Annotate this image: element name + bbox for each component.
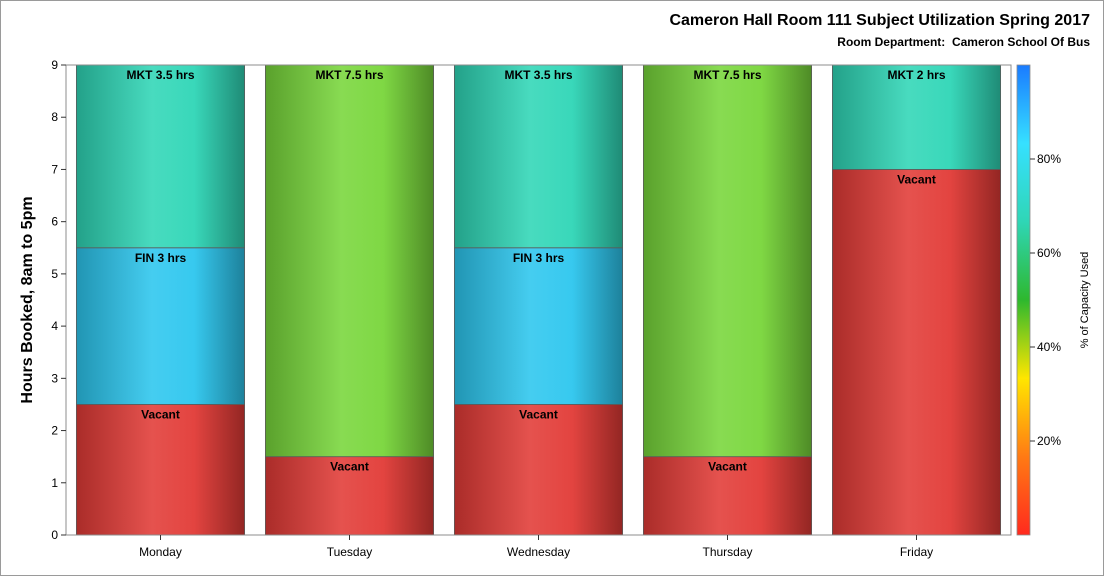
x-tick-label: Monday (139, 545, 182, 559)
colorbar-tick-label: 60% (1037, 246, 1061, 260)
y-tick-label: 2 (51, 424, 58, 438)
bar-segment-label: FIN 3 hrs (513, 251, 565, 265)
bar-segment-label: Vacant (330, 460, 369, 474)
bar-segment-monday-2 (75, 247, 246, 405)
axes-layer: 0 1 2 3 4 5 6 7 8 9 Monday Tuesday Wednesday Thursday… (19, 58, 1012, 559)
y-tick-label: 3 (51, 371, 58, 385)
y-tick-label: 0 (51, 528, 58, 542)
y-tick-label: 4 (51, 319, 58, 333)
bar-segment-friday-1 (831, 169, 1002, 536)
colorbar-ramp (1016, 64, 1031, 536)
colorbar-title: % of Capacity Used (1079, 252, 1091, 349)
y-tick-label: 6 (51, 215, 58, 229)
x-tick-label: Thursday (702, 545, 752, 559)
y-tick-label: 5 (51, 267, 58, 281)
bar-segment-wednesday-3 (453, 64, 624, 249)
bar-segment-wednesday-2 (453, 247, 624, 405)
bar-segment-monday-3 (75, 64, 246, 249)
x-tick-label: Friday (900, 545, 933, 559)
bar-segment-label: Vacant (708, 460, 747, 474)
y-tick-label: 7 (51, 162, 58, 176)
bar-segment-label: Vacant (141, 407, 180, 421)
y-tick-label: 1 (51, 476, 58, 490)
bar-segment-label: MKT 7.5 hrs (693, 68, 761, 82)
colorbar: 20% 40% 60% 80% % of Capacity Used (1016, 64, 1091, 536)
bar-segment-monday-1 (75, 404, 246, 536)
bar-segment-tuesday-2 (264, 64, 435, 458)
bar-segment-label: Vacant (519, 407, 558, 421)
bar-segment-label: MKT 3.5 hrs (126, 68, 194, 82)
colorbar-tick-label: 20% (1037, 434, 1061, 448)
bar-segment-wednesday-1 (453, 404, 624, 536)
y-tick-label: 9 (51, 58, 58, 72)
bar-segment-friday-2 (831, 64, 1002, 170)
colorbar-tick-label: 40% (1037, 340, 1061, 354)
bar-segment-label: MKT 3.5 hrs (504, 68, 572, 82)
bar-segment-thursday-2 (642, 64, 813, 458)
bar-segment-label: FIN 3 hrs (135, 251, 187, 265)
chart-subtitle: Room Department: Cameron School Of Bus (837, 35, 1090, 49)
bar-segment-label: MKT 7.5 hrs (315, 68, 383, 82)
bar-segment-label: MKT 2 hrs (887, 68, 945, 82)
x-tick-label: Tuesday (327, 545, 373, 559)
colorbar-tick-label: 80% (1037, 152, 1061, 166)
bars-layer: Vacant FIN 3 hrs MKT 3.5 hrs Vacant MKT 7.5 … (75, 64, 1002, 536)
y-axis-title: Hours Booked, 8am to 5pm (19, 196, 36, 403)
x-tick-label: Wednesday (507, 545, 570, 559)
chart-title: Cameron Hall Room 111 Subject Utilizatio… (669, 12, 1090, 29)
bar-segment-label: Vacant (897, 172, 936, 186)
y-tick-label: 8 (51, 110, 58, 124)
bar-segment-tuesday-1 (264, 456, 435, 536)
